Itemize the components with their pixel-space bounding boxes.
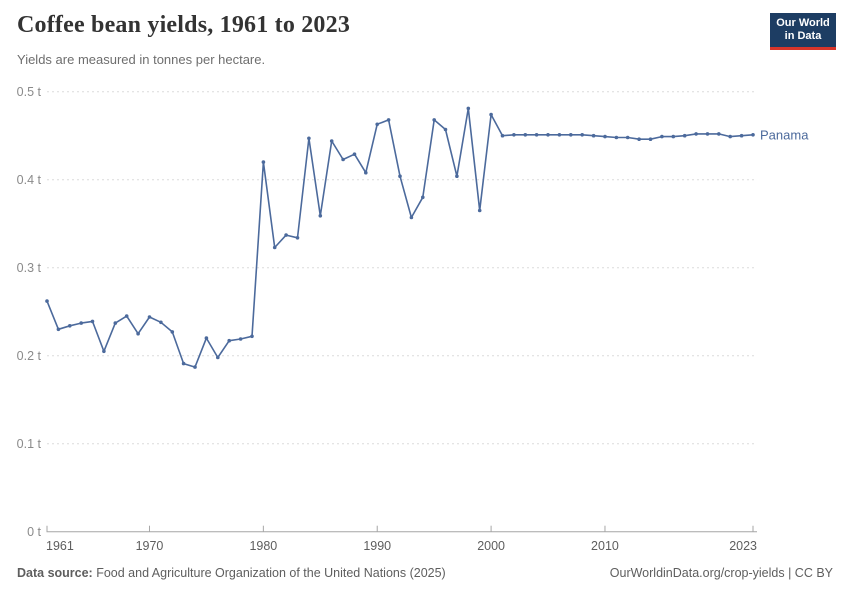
data-point <box>580 133 584 137</box>
data-point <box>227 338 231 343</box>
data-point <box>523 133 528 137</box>
data-point <box>329 139 334 143</box>
data-point <box>682 133 687 138</box>
data-point <box>45 299 49 303</box>
data-point <box>375 122 380 127</box>
data-point <box>398 174 402 178</box>
data-point <box>68 324 72 328</box>
data-point <box>238 337 243 341</box>
page-subtitle: Yields are measured in tonnes per hectar… <box>17 52 266 67</box>
data-point <box>159 320 163 325</box>
x-axis-tick-label: 2010 <box>591 539 619 553</box>
data-point <box>455 174 459 178</box>
data-point <box>79 321 83 325</box>
data-point <box>534 133 539 137</box>
data-point <box>546 133 550 137</box>
data-point <box>671 134 676 139</box>
data-point <box>569 133 573 137</box>
data-point <box>102 349 106 354</box>
data-point <box>694 132 698 136</box>
data-point <box>637 137 641 141</box>
data-point <box>500 133 505 138</box>
data-point <box>352 152 357 156</box>
data-point <box>705 132 710 136</box>
data-point <box>739 133 744 138</box>
data-point <box>466 106 471 111</box>
data-point <box>512 133 516 137</box>
x-axis-tick-label: 2000 <box>477 539 505 553</box>
data-point <box>295 236 300 240</box>
chart-footer: Data source: Food and Agriculture Organi… <box>0 566 850 580</box>
data-point <box>181 361 186 366</box>
data-point <box>648 137 653 141</box>
data-point <box>250 334 254 339</box>
data-point <box>113 321 118 325</box>
entity-label[interactable]: Panama <box>760 127 809 142</box>
data-point <box>124 314 129 318</box>
data-point <box>728 134 732 139</box>
data-point <box>307 136 311 141</box>
x-axis-tick-label: 1970 <box>136 539 164 553</box>
data-point <box>614 135 619 140</box>
data-point <box>136 331 140 336</box>
data-point <box>318 214 323 218</box>
data-point <box>660 134 664 139</box>
data-point <box>90 319 95 324</box>
x-axis-tick-label: 1961 <box>46 539 74 553</box>
data-point <box>477 208 482 213</box>
data-point <box>170 330 175 334</box>
data-point <box>284 233 288 237</box>
owid-logo[interactable]: Our World in Data <box>770 13 836 50</box>
data-point <box>443 127 448 132</box>
data-point <box>386 118 391 122</box>
y-axis-tick-label: 0.1 t <box>17 437 42 451</box>
data-source: Data source: Food and Agriculture Organi… <box>17 566 446 580</box>
page-title: Coffee bean yields, 1961 to 2023 <box>17 12 351 38</box>
owid-logo-line2: in Data <box>784 30 822 42</box>
data-point <box>751 133 755 137</box>
y-axis-tick-label: 0.2 t <box>17 349 42 363</box>
data-point <box>489 112 493 117</box>
data-point <box>603 134 607 139</box>
data-point <box>432 118 437 122</box>
data-point <box>147 315 152 319</box>
data-point <box>272 245 277 250</box>
data-point <box>591 133 596 138</box>
x-axis-tick-label: 1980 <box>249 539 277 553</box>
data-point <box>193 365 197 369</box>
x-axis-tick-label: 1990 <box>363 539 391 553</box>
data-point <box>717 132 721 136</box>
data-point <box>56 327 61 332</box>
data-point <box>625 135 630 140</box>
series-line <box>46 107 754 368</box>
y-axis-tick-label: 0.5 t <box>17 85 42 99</box>
y-axis-tick-label: 0.3 t <box>17 261 42 275</box>
data-point <box>216 355 220 360</box>
data-point <box>421 195 425 200</box>
footer-credit-link[interactable]: OurWorldinData.org/crop-yields | CC BY <box>609 566 833 580</box>
y-axis-tick-label: 0 t <box>27 525 41 539</box>
y-axis-tick-label: 0.4 t <box>17 173 42 187</box>
data-point <box>341 157 345 162</box>
data-point <box>409 215 414 220</box>
data-point <box>557 133 562 137</box>
owid-logo-line1: Our World <box>776 17 830 29</box>
data-point <box>261 160 266 164</box>
x-axis-tick-label: 2023 <box>729 539 757 553</box>
data-point <box>364 170 368 175</box>
data-point <box>204 336 209 340</box>
data-source-text: Food and Agriculture Organization of the… <box>92 566 446 580</box>
data-source-label: Data source: <box>17 566 93 580</box>
